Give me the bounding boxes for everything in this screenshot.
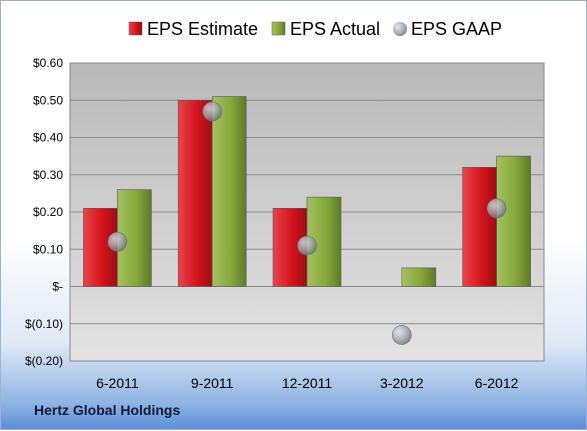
company-name: Hertz Global Holdings — [34, 402, 181, 418]
gaap-markers — [107, 101, 507, 345]
x-category-label: 6-2012 — [475, 375, 519, 391]
eps-estimate-bar — [177, 99, 213, 287]
y-axis-ticks: $0.60 $0.50 $0.40 $0.30 $0.20 $0.10 $- $(0.10) $… — [25, 56, 63, 368]
legend-label: EPS Estimate — [147, 19, 258, 39]
y-tick-label: $0.60 — [33, 56, 63, 70]
y-tick-label: $0.10 — [33, 242, 63, 256]
x-axis-labels: 6-2011 9-2011 12-2011 3-2012 6-2012 — [96, 375, 518, 391]
eps-actual-bar — [211, 96, 247, 287]
eps-gaap-marker — [486, 198, 507, 219]
eps-gaap-marker — [297, 235, 317, 256]
y-tick-label: $(0.20) — [25, 354, 63, 368]
x-category-label: 3-2012 — [380, 375, 424, 391]
x-category-label: 12-2011 — [282, 375, 333, 391]
legend-swatch-eps-actual — [271, 21, 286, 36]
legend-swatch-eps-gaap — [393, 22, 407, 36]
legend-swatch-eps-estimate — [128, 21, 143, 36]
eps-actual-bar — [496, 155, 531, 287]
legend-label: EPS GAAP — [411, 19, 502, 39]
y-tick-label: $0.30 — [33, 168, 63, 182]
y-tick-label: $(0.10) — [25, 317, 63, 331]
y-tick-label: $0.20 — [33, 205, 63, 219]
eps-estimate-bar — [462, 167, 497, 287]
x-category-label: 9-2011 — [191, 375, 234, 391]
eps-actual-bar — [401, 267, 437, 287]
eps-gaap-marker — [202, 101, 222, 122]
legend-label: EPS Actual — [290, 19, 380, 39]
y-tick-label: $0.50 — [33, 93, 63, 107]
eps-gaap-marker — [107, 232, 128, 252]
x-category-label: 6-2011 — [96, 375, 139, 391]
eps-gaap-marker — [391, 325, 412, 345]
y-tick-label: $0.40 — [33, 131, 63, 145]
legend: EPS Estimate EPS Actual EPS GAAP — [128, 19, 502, 39]
y-tick-label: $- — [52, 280, 63, 294]
